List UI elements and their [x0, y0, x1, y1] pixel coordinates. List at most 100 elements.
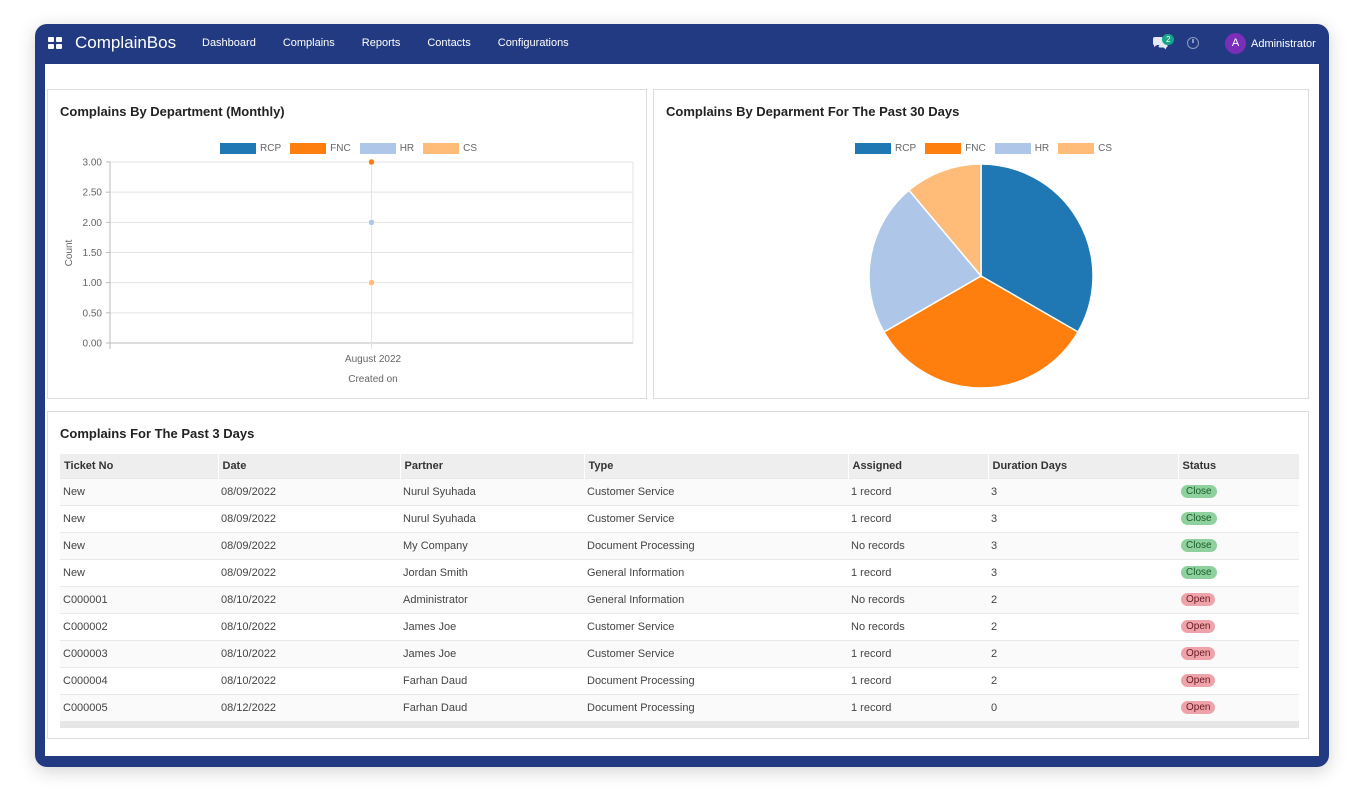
legend-swatch-fnc[interactable]	[925, 143, 962, 154]
y-axis-label: Count	[64, 239, 75, 266]
cell-ticket-no: New	[60, 477, 218, 505]
cell-status: Close	[1178, 558, 1299, 586]
table-row[interactable]: C000005 08/12/2022 Farhan Daud Document Pro…	[60, 693, 1299, 721]
main-menu: Dashboard Complains Reports Contacts Con…	[202, 37, 596, 49]
menu-configurations[interactable]: Configurations	[497, 37, 569, 49]
menu-dashboard[interactable]: Dashboard	[202, 37, 256, 49]
col-date[interactable]: Date	[217, 454, 400, 478]
recent-complains-panel: Complains For The Past 3 Days Ticket No …	[47, 411, 1309, 739]
cell-status: Open	[1178, 585, 1299, 613]
cell-partner: Farhan Daud	[400, 693, 584, 721]
cell-date: 08/09/2022	[218, 504, 400, 532]
legend-label-hr[interactable]: HR	[399, 143, 415, 154]
legend-swatch-hr[interactable]	[994, 143, 1031, 154]
pie-slice-fnc[interactable]	[882, 275, 1080, 389]
cell-duration-days: 0	[988, 693, 1178, 721]
cell-type: Document Processing	[584, 531, 848, 559]
table-row[interactable]: New 08/09/2022 Jordan Smith General Informa…	[60, 558, 1299, 586]
cell-type: General Information	[584, 585, 848, 613]
legend-label-hr[interactable]: HR	[1034, 143, 1050, 154]
table-row[interactable]: C000002 08/10/2022 James Joe Customer Servi…	[60, 612, 1299, 640]
cell-date: 08/10/2022	[218, 639, 400, 667]
status-badge: Close	[1181, 485, 1217, 498]
cell-type: Document Processing	[584, 666, 848, 694]
col-ticket-no[interactable]: Ticket No	[60, 454, 218, 478]
legend-label-rcp[interactable]: RCP	[895, 143, 917, 154]
brand-name[interactable]: ComplainBos	[75, 33, 177, 52]
cell-assigned: 1 record	[848, 558, 988, 586]
avatar[interactable]: A	[1225, 33, 1246, 54]
app-window: ComplainBos Dashboard Complains Reports …	[35, 24, 1329, 767]
cell-ticket-no: C000004	[60, 666, 218, 694]
legend-label-fnc[interactable]: FNC	[330, 143, 351, 154]
status-badge: Open	[1181, 701, 1216, 715]
pie-chart-title: Complains By Deparment For The Past 30 D…	[666, 104, 960, 119]
legend-swatch-cs[interactable]	[1058, 143, 1095, 154]
y-tick-label: 3.00	[83, 158, 103, 169]
cell-assigned: No records	[848, 612, 988, 640]
col-assigned[interactable]: Assigned	[847, 454, 988, 478]
department-pie-chart	[868, 163, 1094, 389]
x-axis-label: Created on	[348, 374, 397, 385]
table-row[interactable]: C000004 08/10/2022 Farhan Daud Document Pro…	[60, 666, 1299, 694]
cell-partner: Administrator	[400, 585, 584, 613]
col-duration-days[interactable]: Duration Days	[987, 454, 1178, 478]
cell-duration-days: 2	[988, 666, 1178, 694]
x-tick-label: August 2022	[345, 354, 402, 365]
table-row[interactable]: C000001 08/10/2022 Administrator General In…	[60, 585, 1299, 613]
legend-swatch-fnc[interactable]	[290, 143, 327, 154]
table-row[interactable]: New 08/09/2022 Nurul Syuhada Customer Servi…	[60, 504, 1299, 532]
monthly-line-chart: 3.00 2.50 2.00 1.50 1.00 0.50 0.00 August 2022…	[64, 158, 634, 385]
cell-partner: Jordan Smith	[400, 558, 584, 586]
complains-table: Ticket No Date Partner Type Assigned Dur…	[60, 454, 1299, 721]
monthly-chart-title: Complains By Department (Monthly)	[60, 104, 285, 119]
pie-slice-hr[interactable]	[868, 189, 983, 334]
cell-type: Customer Service	[584, 477, 848, 505]
pie-slice-rcp[interactable]	[980, 163, 1094, 334]
monthly-chart-panel: Complains By Department (Monthly) RCP FN…	[47, 89, 647, 399]
cell-type: Customer Service	[584, 612, 848, 640]
legend-swatch-hr[interactable]	[359, 143, 396, 154]
table-row[interactable]: New 08/09/2022 My Company Document Processi…	[60, 531, 1299, 559]
cell-date: 08/12/2022	[218, 693, 400, 721]
legend-label-fnc[interactable]: FNC	[965, 143, 986, 154]
cell-status: Open	[1178, 612, 1299, 640]
point-cs[interactable]	[368, 279, 375, 286]
pie-slice-cs[interactable]	[907, 163, 982, 279]
cell-ticket-no: C000005	[60, 693, 218, 721]
legend-label-rcp[interactable]: RCP	[260, 143, 282, 154]
status-badge: Close	[1181, 512, 1217, 525]
col-status[interactable]: Status	[1177, 454, 1299, 478]
status-badge: Open	[1181, 620, 1216, 633]
cell-date: 08/09/2022	[218, 531, 400, 559]
legend-swatch-rcp[interactable]	[855, 143, 891, 154]
cell-duration-days: 2	[988, 612, 1178, 640]
legend-swatch-rcp[interactable]	[220, 143, 256, 154]
horizontal-scrollbar[interactable]	[60, 721, 1299, 728]
cell-status: Close	[1178, 531, 1299, 559]
point-fnc[interactable]	[368, 158, 375, 166]
table-row[interactable]: C000003 08/10/2022 James Joe Customer Servi…	[60, 639, 1299, 667]
legend-label-cs[interactable]: CS	[1098, 143, 1113, 154]
activity-clock-icon[interactable]	[1187, 37, 1199, 49]
cell-ticket-no: New	[60, 531, 218, 559]
status-badge: Open	[1181, 647, 1216, 660]
col-partner[interactable]: Partner	[399, 454, 584, 478]
cell-status: Close	[1178, 504, 1299, 532]
table-row[interactable]: New 08/09/2022 Nurul Syuhada Customer Servi…	[60, 477, 1299, 505]
apps-grid-icon[interactable]	[48, 37, 62, 49]
user-menu[interactable]: Administrator	[1251, 38, 1316, 50]
menu-contacts[interactable]: Contacts	[427, 37, 471, 49]
col-type[interactable]: Type	[583, 454, 848, 478]
cell-partner: Nurul Syuhada	[400, 477, 584, 505]
cell-status: Open	[1178, 666, 1299, 694]
point-hr[interactable]	[368, 219, 375, 226]
cell-duration-days: 2	[988, 585, 1178, 613]
cell-partner: James Joe	[400, 639, 584, 667]
cell-date: 08/09/2022	[218, 558, 400, 586]
y-tick-label: 1.00	[83, 278, 103, 289]
menu-reports[interactable]: Reports	[361, 37, 401, 49]
legend-swatch-cs[interactable]	[423, 143, 460, 154]
legend-label-cs[interactable]: CS	[463, 143, 478, 154]
menu-complains[interactable]: Complains	[282, 37, 335, 49]
